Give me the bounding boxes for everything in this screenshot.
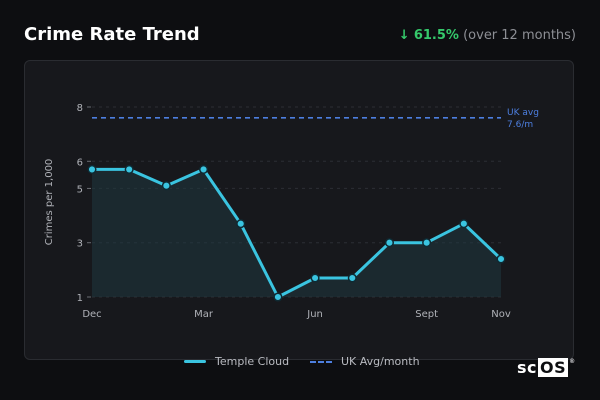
data-point <box>124 164 134 174</box>
data-point <box>496 254 506 264</box>
data-point <box>422 238 432 248</box>
data-point <box>347 273 357 283</box>
x-tick-label: Nov <box>491 309 511 320</box>
y-axis-label: Crimes per 1,000 <box>44 159 55 246</box>
x-tick-label: Mar <box>194 309 214 320</box>
legend-dash-swatch <box>310 360 332 363</box>
down-arrow-icon: ↓ <box>398 28 410 43</box>
uk-avg-value-label: 7.6/m <box>507 120 533 130</box>
y-tick-label: 8 <box>77 103 83 114</box>
series-area <box>92 169 501 297</box>
legend-item-uk-avg[interactable]: UK Avg/month <box>310 355 420 368</box>
uk-avg-label: UK avg <box>507 108 539 118</box>
y-tick-label: 1 <box>77 293 83 304</box>
chart-panel: 1 3 5 6 8 Crimes per 1,000 Dec Mar Jun Sept Nov UK … <box>24 60 574 360</box>
logo-reg-mark: ® <box>569 358 576 365</box>
legend-item-temple-cloud[interactable]: Temple Cloud <box>184 355 289 368</box>
y-tick-label: 6 <box>77 157 83 168</box>
y-tick-label: 5 <box>77 184 83 195</box>
x-tick-label: Sept <box>415 309 438 320</box>
scos-logo: sc OS ® <box>517 358 576 377</box>
data-point <box>198 164 209 174</box>
data-point <box>161 181 171 191</box>
x-tick-label: Jun <box>306 309 323 320</box>
series-line <box>90 167 503 299</box>
x-tick-label: Dec <box>82 309 101 320</box>
data-point <box>384 238 395 248</box>
data-point <box>310 273 320 283</box>
chart-legend: Temple Cloud UK Avg/month <box>0 355 600 371</box>
chart-title: Crime Rate Trend <box>24 24 200 45</box>
legend-line-swatch <box>184 360 206 363</box>
change-percent: 61.5% <box>413 28 459 43</box>
legend-label-uk-avg: UK Avg/month <box>341 355 420 368</box>
y-tick-label: 3 <box>77 239 83 250</box>
change-period: (over 12 months) <box>463 28 576 43</box>
data-point <box>273 292 283 302</box>
logo-box-text: OS <box>538 358 569 377</box>
line-chart: 1 3 5 6 8 Crimes per 1,000 Dec Mar Jun Sept Nov UK … <box>44 103 539 320</box>
legend-label-temple-cloud: Temple Cloud <box>215 355 290 368</box>
data-point <box>236 219 246 229</box>
change-summary: ↓ 61.5% (over 12 months) <box>399 28 576 43</box>
data-point <box>459 219 469 229</box>
logo-text: sc <box>517 358 538 377</box>
data-point <box>87 164 97 174</box>
